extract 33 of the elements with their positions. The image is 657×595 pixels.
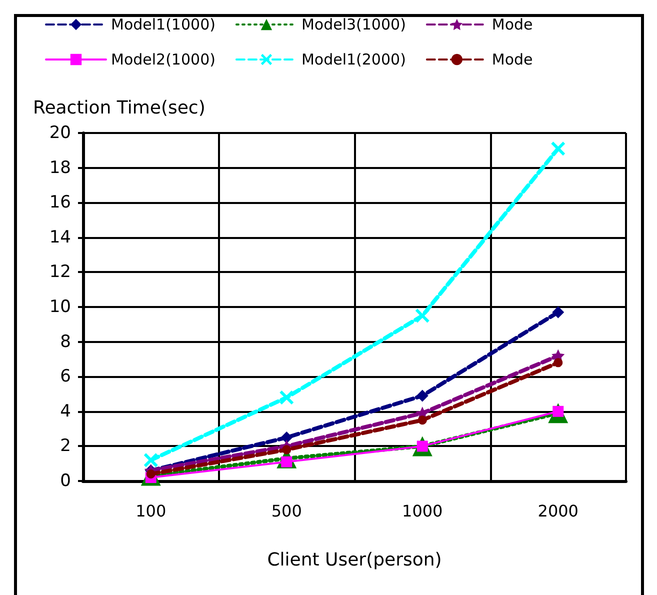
legend-label: Model3(1000) bbox=[301, 16, 406, 34]
y-tick-label: 4 bbox=[60, 401, 71, 422]
point bbox=[280, 432, 293, 444]
y-tick-label: 2 bbox=[60, 436, 71, 456]
y-tick-label: 0 bbox=[60, 471, 71, 491]
y-tick-label: 10 bbox=[49, 297, 71, 317]
point bbox=[416, 390, 428, 402]
legend-label: Model1(1000) bbox=[111, 16, 216, 34]
point bbox=[552, 306, 564, 318]
y-tick-label: 14 bbox=[49, 227, 71, 248]
x-tick-label: 100 bbox=[136, 502, 166, 520]
legend-label: Mode bbox=[492, 16, 533, 34]
point bbox=[144, 453, 158, 468]
point bbox=[146, 470, 156, 479]
point bbox=[551, 142, 566, 156]
y-tick-label: 20 bbox=[49, 123, 71, 143]
x-tick-label: 2000 bbox=[538, 502, 578, 520]
point bbox=[554, 358, 563, 368]
y-axis-title: Reaction Time(sec) bbox=[33, 98, 206, 118]
y-tick-label: 8 bbox=[60, 332, 71, 352]
y-tick-label: 6 bbox=[60, 366, 71, 387]
x-axis-title: Client User(person) bbox=[267, 550, 442, 570]
legend-label: Model1(2000) bbox=[301, 50, 406, 68]
x-tick-label: 500 bbox=[271, 502, 302, 520]
legend-label: Mode bbox=[492, 50, 533, 68]
point bbox=[418, 416, 427, 425]
y-tick-label: 12 bbox=[49, 262, 71, 282]
point bbox=[280, 390, 294, 404]
y-tick-label: 16 bbox=[49, 192, 71, 213]
y-tick-label: 18 bbox=[49, 158, 71, 178]
point bbox=[415, 308, 430, 323]
x-tick-label: 1000 bbox=[402, 502, 443, 520]
legend-label: Model2(1000) bbox=[111, 50, 216, 68]
